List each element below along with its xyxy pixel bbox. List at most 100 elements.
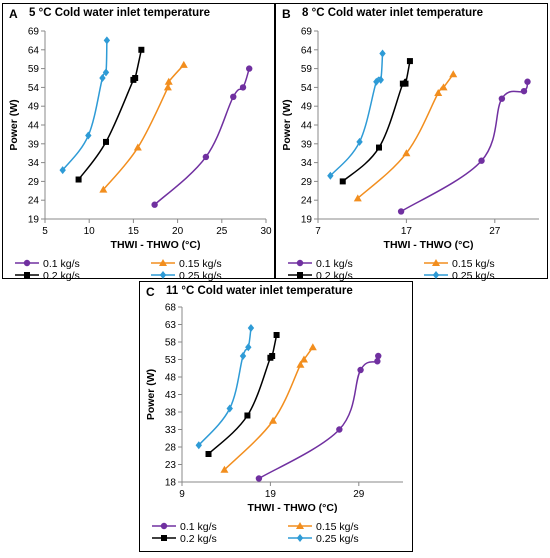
- y-tick-label: 69: [301, 27, 313, 38]
- data-point: [299, 355, 308, 363]
- legend-marker: [160, 522, 168, 530]
- data-point: [255, 475, 263, 482]
- y-tick-label: 39: [28, 139, 40, 150]
- y-tick-label: 68: [165, 303, 177, 314]
- y-tick-label: 64: [28, 45, 40, 56]
- legend-item: 0.2 kg/s: [152, 533, 217, 545]
- x-tick-label: 17: [401, 226, 413, 237]
- series-s01: [397, 78, 531, 215]
- data-point: [75, 176, 82, 183]
- y-tick-label: 24: [301, 196, 313, 207]
- y-tick-label: 69: [28, 27, 40, 38]
- legend-marker: [24, 272, 30, 278]
- y-tick-label: 58: [165, 338, 177, 349]
- y-tick-label: 44: [28, 121, 40, 132]
- data-point: [102, 68, 110, 77]
- data-point: [202, 153, 210, 161]
- y-tick-label: 64: [301, 45, 313, 56]
- y-tick-label: 34: [301, 158, 313, 169]
- y-tick-label: 29: [301, 177, 313, 188]
- panel-letter: B: [282, 7, 291, 21]
- y-tick-label: 54: [28, 83, 40, 94]
- data-point: [226, 404, 233, 413]
- legend-item: 0.1 kg/s: [288, 258, 353, 270]
- y-tick-label: 34: [28, 158, 40, 169]
- x-tick-label: 7: [315, 226, 321, 237]
- data-point: [269, 416, 278, 424]
- data-point: [102, 138, 109, 145]
- y-tick-label: 54: [301, 83, 313, 94]
- y-tick-label: 48: [165, 373, 177, 384]
- data-point: [379, 49, 386, 58]
- chart-panel-b: B 8 °C Cold water inlet temperature 19 24…: [275, 3, 548, 282]
- data-point: [247, 324, 255, 332]
- legend-marker: [432, 271, 440, 279]
- panel-letter: C: [146, 285, 155, 299]
- series-s02: [75, 46, 145, 183]
- x-tick-label: 27: [489, 226, 501, 237]
- chart-panel-a: A 5 °C Cold water inlet temperature 19 24…: [2, 3, 275, 282]
- series-s015: [99, 60, 188, 193]
- legend-label: 0.15 kg/s: [179, 258, 222, 270]
- data-point: [164, 77, 173, 85]
- x-axis-label: THWI - THWO (°C): [111, 239, 201, 251]
- y-tick-label: 49: [28, 102, 40, 113]
- data-point: [239, 352, 247, 360]
- data-point: [244, 412, 251, 419]
- legend-item: 0.1 kg/s: [152, 521, 217, 533]
- chart-title: 8 °C Cold water inlet temperature: [302, 7, 483, 19]
- data-point: [85, 131, 92, 140]
- x-tick-label: 10: [84, 226, 96, 237]
- data-point: [377, 75, 384, 84]
- series-line: [77, 49, 143, 180]
- y-tick-label: 29: [28, 177, 40, 188]
- y-tick-label: 24: [28, 196, 40, 207]
- y-tick-label: 28: [165, 443, 177, 454]
- data-point: [520, 87, 528, 95]
- x-axis-label: THWI - THWO (°C): [384, 239, 474, 251]
- series-s025: [327, 49, 386, 180]
- data-point: [402, 149, 411, 157]
- x-tick-label: 19: [265, 489, 277, 500]
- legend-label: 0.25 kg/s: [316, 533, 359, 545]
- data-point: [296, 360, 305, 368]
- series-s02: [205, 332, 280, 457]
- data-point: [375, 144, 382, 151]
- panel-letter: A: [9, 7, 18, 21]
- data-point: [434, 89, 443, 97]
- legend-label: 0.1 kg/s: [43, 258, 80, 270]
- data-point: [269, 353, 276, 359]
- legend-item: 0.15 kg/s: [424, 258, 495, 270]
- data-point: [374, 358, 381, 365]
- data-point: [163, 83, 172, 91]
- series-line: [198, 327, 252, 446]
- y-tick-label: 18: [165, 478, 177, 489]
- chart-title: 5 °C Cold water inlet temperature: [29, 7, 210, 19]
- data-point: [205, 451, 212, 457]
- data-point: [133, 143, 142, 151]
- data-point: [336, 426, 343, 433]
- legend-label: 0.1 kg/s: [180, 521, 217, 533]
- series-s015: [220, 343, 317, 473]
- data-point: [220, 465, 229, 473]
- data-point: [99, 74, 106, 82]
- legend-item: 0.15 kg/s: [151, 258, 222, 270]
- data-point: [151, 201, 158, 208]
- data-point: [397, 208, 405, 215]
- legend-label: 0.25 kg/s: [452, 270, 495, 282]
- legend-label: 0.15 kg/s: [316, 521, 359, 533]
- legend-marker: [296, 259, 304, 267]
- y-tick-label: 59: [301, 64, 313, 75]
- data-point: [103, 36, 111, 45]
- data-point: [439, 83, 448, 91]
- legend-marker: [296, 534, 304, 542]
- y-axis-label: Power (W): [145, 369, 157, 420]
- data-point: [59, 166, 66, 175]
- series-line: [400, 81, 529, 213]
- chart-svg: 19 24 29 34 39 44 49 54 59 64 69 7 17 27 THWI - THWO (…: [281, 27, 539, 282]
- chart-title: 11 °C Cold water inlet temperature: [166, 285, 353, 297]
- data-point: [478, 157, 485, 164]
- series-s015: [353, 70, 458, 202]
- data-point: [246, 65, 253, 72]
- y-tick-label: 53: [165, 355, 177, 366]
